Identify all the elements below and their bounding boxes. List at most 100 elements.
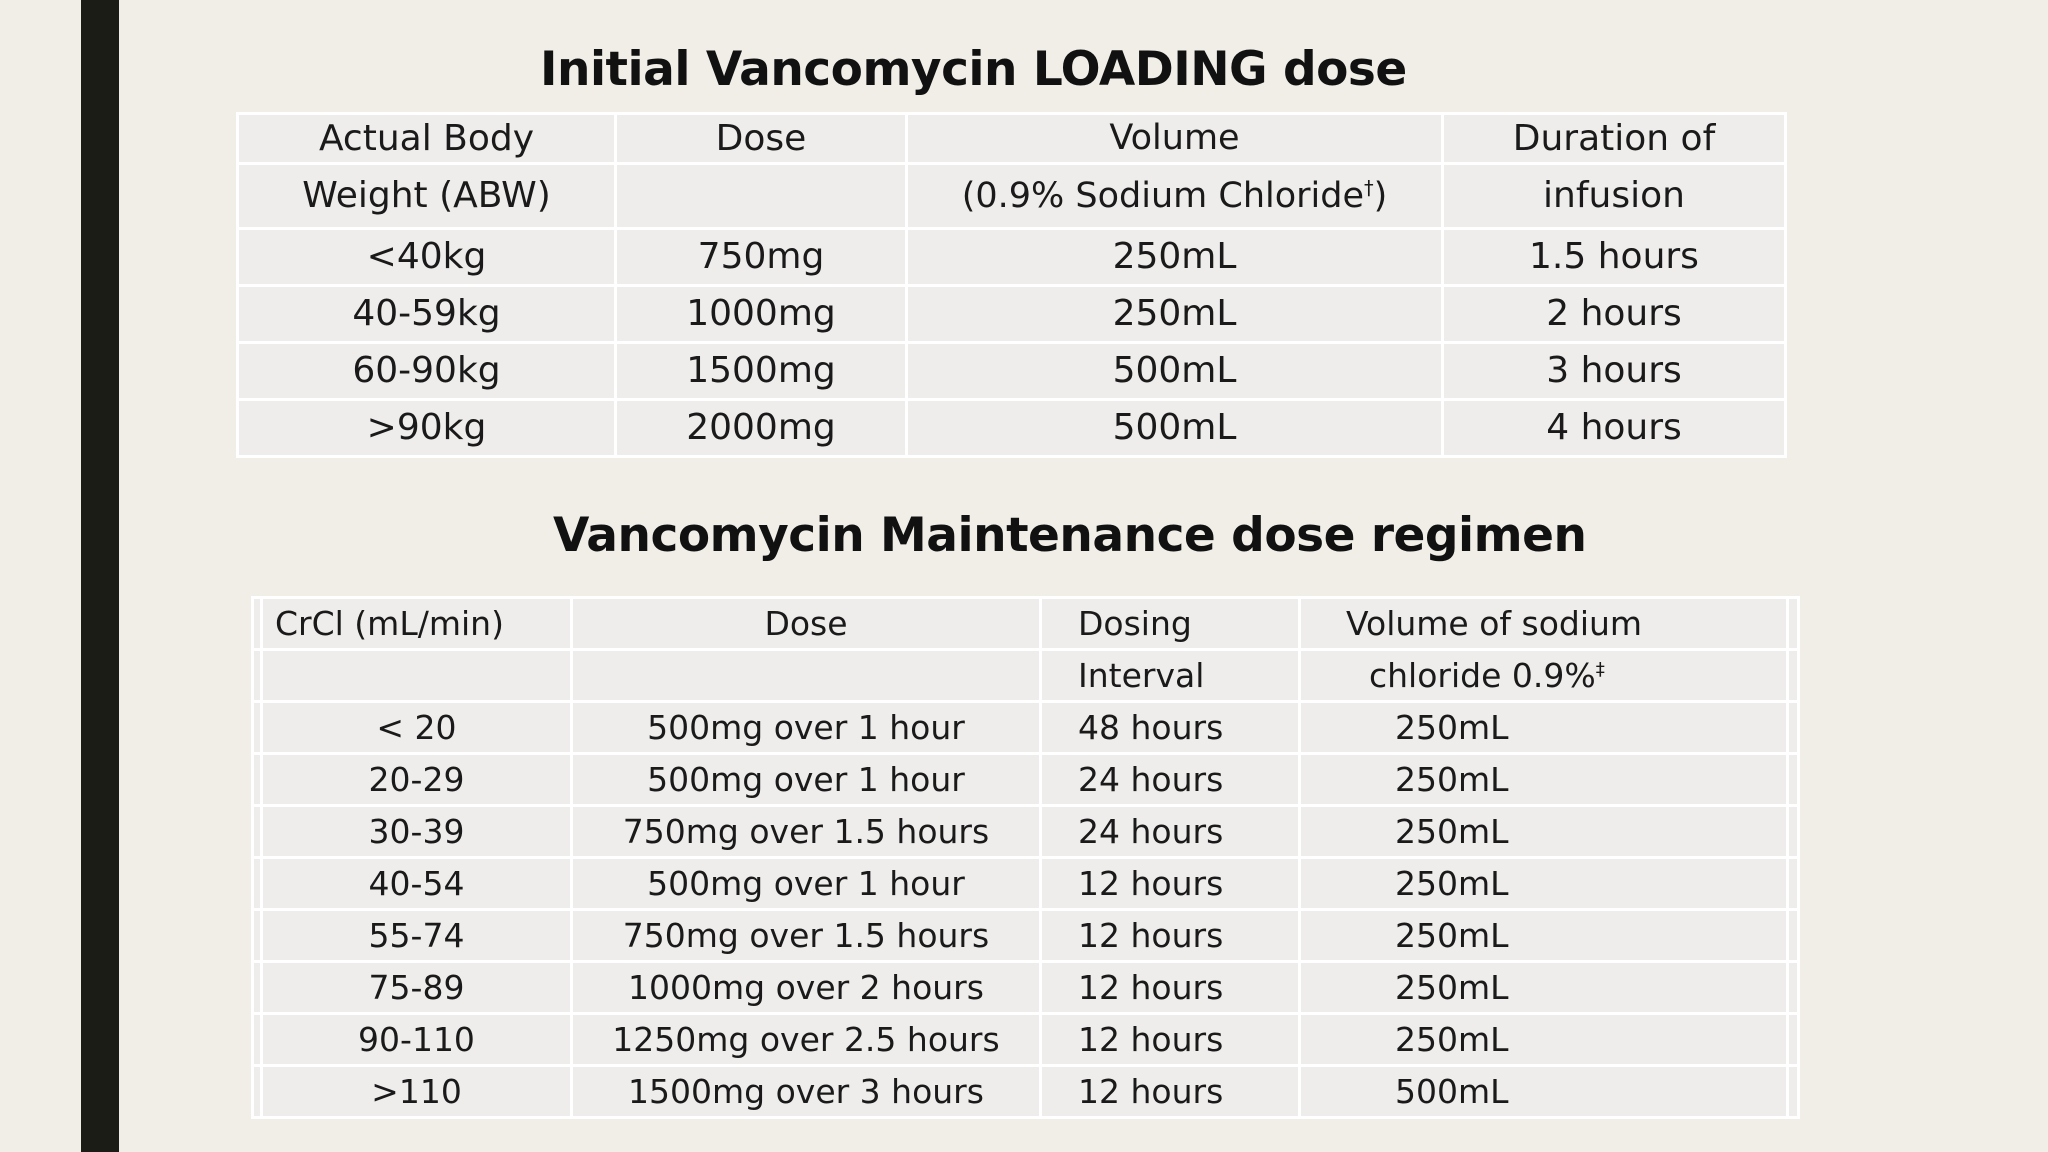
abw-cell: >90kg	[236, 398, 617, 458]
duration-cell: 1.5 hours	[1441, 227, 1787, 287]
interval-cell: 24 hours	[1039, 804, 1301, 859]
header-dose: Dose	[614, 112, 908, 165]
maintenance-header-row-2: Interval chloride 0.9%‡	[251, 648, 1800, 703]
loading-dose-table: Actual Body Dose Volume Duration of Weig…	[236, 112, 1787, 458]
header-dose-empty	[614, 162, 908, 230]
table-row: >90kg 2000mg 500mL 4 hours	[236, 398, 1787, 458]
crcl-cell: 40-54	[260, 856, 573, 911]
crcl-cell: >110	[260, 1064, 573, 1119]
volume-cell: 250mL	[1298, 700, 1789, 755]
maintenance-header-row-1: CrCl (mL/min) Dose Dosing Volume of sodi…	[251, 596, 1800, 651]
table-row: 60-90kg 1500mg 500mL 3 hours	[236, 341, 1787, 401]
volume-cell: 250mL	[1298, 856, 1789, 911]
row-stub	[1786, 752, 1800, 807]
dose-cell: 750mg over 1.5 hours	[570, 908, 1042, 963]
volume-cell: 250mL	[905, 227, 1444, 287]
dose-cell: 1000mg over 2 hours	[570, 960, 1042, 1015]
row-stub	[251, 648, 263, 703]
row-stub	[251, 908, 263, 963]
volume-cell: 250mL	[1298, 960, 1789, 1015]
row-stub	[251, 1064, 263, 1119]
interval-cell: 12 hours	[1039, 908, 1301, 963]
table-row: 20-29 500mg over 1 hour 24 hours 250mL	[251, 752, 1800, 807]
volume-cell: 500mL	[905, 398, 1444, 458]
header-volume-line1: Volume	[905, 112, 1444, 165]
row-stub	[1786, 804, 1800, 859]
volume-cell: 250mL	[1298, 752, 1789, 807]
header-volume-line1: Volume of sodium	[1298, 596, 1789, 651]
volume-cell: 500mL	[1298, 1064, 1789, 1119]
header-volume-text: chloride 0.9%	[1369, 656, 1596, 695]
volume-cell: 500mL	[905, 341, 1444, 401]
header-dose: Dose	[570, 596, 1042, 651]
interval-cell: 12 hours	[1039, 1012, 1301, 1067]
crcl-cell: 90-110	[260, 1012, 573, 1067]
table-row: >110 1500mg over 3 hours 12 hours 500mL	[251, 1064, 1800, 1119]
row-stub	[251, 752, 263, 807]
header-volume-text: (0.9% Sodium Chloride	[961, 175, 1364, 216]
header-interval-line1: Dosing	[1039, 596, 1301, 651]
volume-cell: 250mL	[905, 284, 1444, 344]
dose-cell: 1500mg over 3 hours	[570, 1064, 1042, 1119]
row-stub	[1786, 648, 1800, 703]
table-row: 30-39 750mg over 1.5 hours 24 hours 250m…	[251, 804, 1800, 859]
dose-cell: 500mg over 1 hour	[570, 700, 1042, 755]
interval-cell: 12 hours	[1039, 856, 1301, 911]
row-stub	[1786, 1012, 1800, 1067]
dose-cell: 1500mg	[614, 341, 908, 401]
table-row: < 20 500mg over 1 hour 48 hours 250mL	[251, 700, 1800, 755]
row-stub	[1786, 596, 1800, 651]
header-abw-line1: Actual Body	[236, 112, 617, 165]
dose-cell: 500mg over 1 hour	[570, 856, 1042, 911]
row-stub	[251, 596, 263, 651]
header-crcl: CrCl (mL/min)	[260, 596, 573, 651]
header-duration-line1: Duration of	[1441, 112, 1787, 165]
dagger-footnote-mark: †	[1364, 175, 1374, 199]
abw-cell: 60-90kg	[236, 341, 617, 401]
table-row: <40kg 750mg 250mL 1.5 hours	[236, 227, 1787, 287]
row-stub	[1786, 700, 1800, 755]
interval-cell: 12 hours	[1039, 960, 1301, 1015]
row-stub	[251, 960, 263, 1015]
crcl-cell: 75-89	[260, 960, 573, 1015]
dose-cell: 750mg	[614, 227, 908, 287]
accent-bar	[81, 0, 119, 1152]
double-dagger-footnote-mark: ‡	[1595, 659, 1605, 680]
header-crcl-empty	[260, 648, 573, 703]
abw-cell: <40kg	[236, 227, 617, 287]
row-stub	[1786, 1064, 1800, 1119]
table-row: 40-59kg 1000mg 250mL 2 hours	[236, 284, 1787, 344]
loading-header-row-1: Actual Body Dose Volume Duration of	[236, 112, 1787, 165]
row-stub	[251, 856, 263, 911]
crcl-cell: 20-29	[260, 752, 573, 807]
row-stub	[1786, 960, 1800, 1015]
volume-cell: 250mL	[1298, 1012, 1789, 1067]
row-stub	[1786, 856, 1800, 911]
dose-cell: 750mg over 1.5 hours	[570, 804, 1042, 859]
duration-cell: 2 hours	[1441, 284, 1787, 344]
interval-cell: 24 hours	[1039, 752, 1301, 807]
header-volume-line2: chloride 0.9%‡	[1298, 648, 1789, 703]
row-stub	[251, 700, 263, 755]
header-volume-line2: (0.9% Sodium Chloride†)	[905, 162, 1444, 230]
abw-cell: 40-59kg	[236, 284, 617, 344]
row-stub	[1786, 908, 1800, 963]
interval-cell: 12 hours	[1039, 1064, 1301, 1119]
dose-cell: 2000mg	[614, 398, 908, 458]
maintenance-dose-table: CrCl (mL/min) Dose Dosing Volume of sodi…	[251, 596, 1800, 1119]
interval-cell: 48 hours	[1039, 700, 1301, 755]
volume-cell: 250mL	[1298, 908, 1789, 963]
header-duration-line2: infusion	[1441, 162, 1787, 230]
row-stub	[251, 1012, 263, 1067]
header-interval-line2: Interval	[1039, 648, 1301, 703]
dose-cell: 1250mg over 2.5 hours	[570, 1012, 1042, 1067]
header-volume-close: )	[1373, 175, 1388, 216]
table-row: 90-110 1250mg over 2.5 hours 12 hours 25…	[251, 1012, 1800, 1067]
crcl-cell: 55-74	[260, 908, 573, 963]
loading-dose-title: Initial Vancomycin LOADING dose	[540, 42, 1407, 97]
volume-cell: 250mL	[1298, 804, 1789, 859]
duration-cell: 4 hours	[1441, 398, 1787, 458]
dose-cell: 500mg over 1 hour	[570, 752, 1042, 807]
table-row: 55-74 750mg over 1.5 hours 12 hours 250m…	[251, 908, 1800, 963]
dose-cell: 1000mg	[614, 284, 908, 344]
